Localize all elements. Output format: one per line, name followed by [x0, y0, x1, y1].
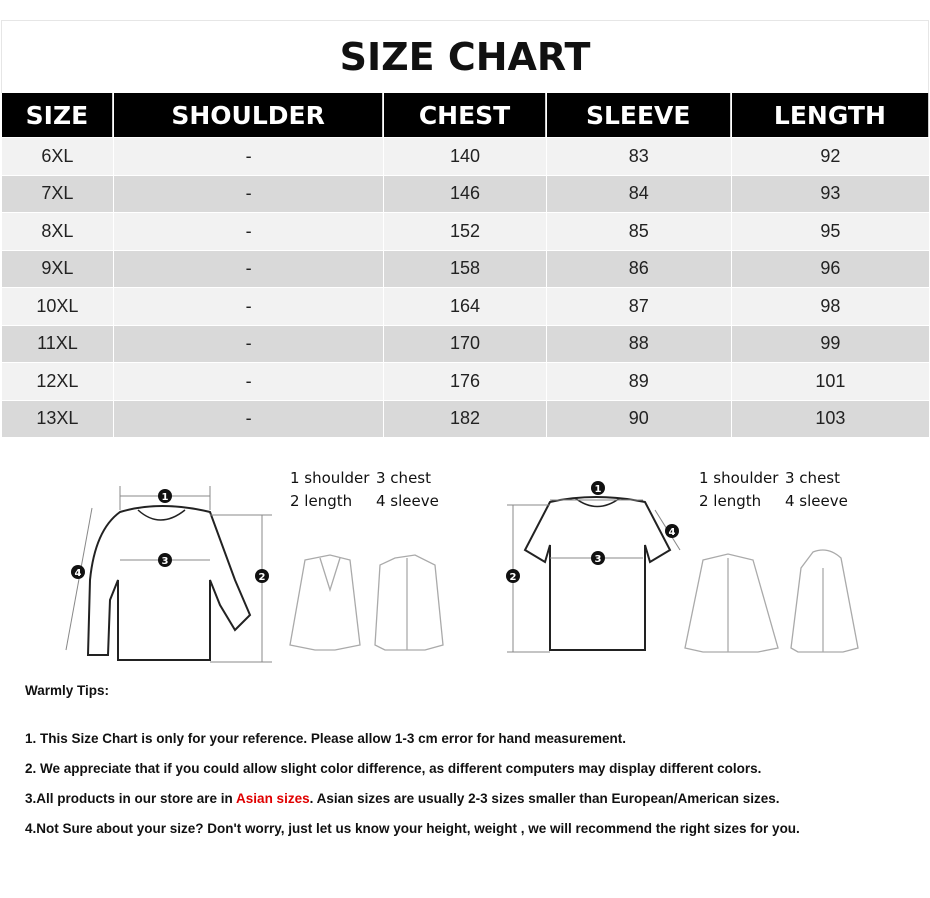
cell-length: 95 [731, 212, 929, 250]
tip-3-text-end: . Asian sizes are usually 2-3 sizes smal… [309, 791, 780, 806]
tip-3: 3.All products in our store are in Asian… [25, 791, 780, 806]
legend-length: 2 length [699, 492, 762, 510]
table-row: 12XL -176 89 101 [2, 362, 929, 400]
cell-shoulder: - [113, 362, 384, 400]
shirt-hoodie-sketches-right [684, 549, 859, 653]
cell-size: 11XL [2, 324, 113, 362]
cell-sleeve: 90 [546, 399, 731, 437]
column-header-shoulder: SHOULDER [113, 93, 384, 137]
svg-text:2: 2 [510, 572, 517, 583]
tip-3-text: 3.All products in our store are in [25, 791, 237, 806]
legend-sleeve: 4 sleeve [376, 492, 439, 510]
tip-2: 2. We appreciate that if you could allow… [25, 761, 762, 776]
table-row: 13XL -182 90 103 [2, 399, 929, 437]
svg-text:2: 2 [259, 572, 266, 583]
cell-size: 10XL [2, 287, 113, 325]
title-box: SIZE CHART [1, 20, 929, 93]
cell-sleeve: 85 [546, 212, 731, 250]
cell-chest: 182 [384, 399, 546, 437]
column-header-sleeve: SLEEVE [546, 93, 731, 137]
cell-sleeve: 88 [546, 324, 731, 362]
column-header-length: LENGTH [731, 93, 929, 137]
cell-sleeve: 89 [546, 362, 731, 400]
cell-size: 12XL [2, 362, 113, 400]
cell-length: 99 [731, 324, 929, 362]
legend-shoulder: 1 shoulder [699, 469, 779, 487]
jacket-sketches-left [289, 554, 444, 651]
svg-text:1: 1 [162, 492, 169, 503]
tip-4: 4.Not Sure about your size? Don't worry,… [25, 821, 800, 836]
table-row: 10XL -164 87 98 [2, 287, 929, 325]
cell-chest: 152 [384, 212, 546, 250]
cell-shoulder: - [113, 399, 384, 437]
cell-shoulder: - [113, 287, 384, 325]
table-row: 8XL -152 85 95 [2, 212, 929, 250]
cell-sleeve: 87 [546, 287, 731, 325]
marker-icons: 1 3 2 4 [71, 489, 269, 583]
cell-size: 9XL [2, 249, 113, 287]
size-table: SIZE SHOULDER CHEST SLEEVE LENGTH 6XL -140 83 9… [1, 93, 930, 437]
cell-sleeve: 83 [546, 137, 731, 175]
table-row: 11XL -170 88 99 [2, 324, 929, 362]
table-header: SIZE SHOULDER CHEST SLEEVE LENGTH [2, 93, 929, 137]
legend-right: 1 shoulder 3 chest 2 length 4 sleeve [699, 467, 848, 513]
tshirt-diagram: 1 3 2 4 [506, 481, 681, 653]
tip-1: 1. This Size Chart is only for your refe… [25, 731, 626, 746]
page-title: SIZE CHART [339, 35, 591, 79]
cell-size: 7XL [2, 174, 113, 212]
legend-left: 1 shoulder 3 chest 2 length 4 sleeve [290, 467, 439, 513]
cell-chest: 158 [384, 249, 546, 287]
marker-icons-2: 1 3 2 4 [506, 481, 679, 583]
cell-shoulder: - [113, 212, 384, 250]
cell-length: 92 [731, 137, 929, 175]
svg-text:1: 1 [595, 484, 602, 495]
cell-length: 101 [731, 362, 929, 400]
cell-sleeve: 86 [546, 249, 731, 287]
tips-heading: Warmly Tips: [25, 683, 110, 698]
cell-chest: 170 [384, 324, 546, 362]
cell-chest: 146 [384, 174, 546, 212]
legend-sleeve: 4 sleeve [785, 492, 848, 510]
legend-shoulder: 1 shoulder [290, 469, 370, 487]
cell-size: 13XL [2, 399, 113, 437]
tip-3-highlight: Asian sizes [236, 791, 310, 806]
cell-chest: 176 [384, 362, 546, 400]
svg-text:3: 3 [595, 554, 602, 565]
table-row: 7XL -146 84 93 [2, 174, 929, 212]
table-row: 9XL -158 86 96 [2, 249, 929, 287]
cell-chest: 140 [384, 137, 546, 175]
cell-chest: 164 [384, 287, 546, 325]
cell-size: 6XL [2, 137, 113, 175]
long-sleeve-shirt-diagram: 1 3 2 4 [65, 486, 272, 663]
table-row: 6XL -140 83 92 [2, 137, 929, 175]
svg-text:4: 4 [669, 527, 676, 538]
svg-text:3: 3 [162, 556, 169, 567]
cell-shoulder: - [113, 249, 384, 287]
svg-text:4: 4 [75, 568, 82, 579]
cell-size: 8XL [2, 212, 113, 250]
cell-sleeve: 84 [546, 174, 731, 212]
cell-length: 98 [731, 287, 929, 325]
legend-chest: 3 chest [376, 469, 431, 487]
column-header-chest: CHEST [384, 93, 546, 137]
cell-length: 93 [731, 174, 929, 212]
cell-shoulder: - [113, 137, 384, 175]
cell-shoulder: - [113, 324, 384, 362]
legend-length: 2 length [290, 492, 353, 510]
column-header-size: SIZE [2, 93, 113, 137]
cell-length: 103 [731, 399, 929, 437]
cell-shoulder: - [113, 174, 384, 212]
cell-length: 96 [731, 249, 929, 287]
legend-chest: 3 chest [785, 469, 840, 487]
